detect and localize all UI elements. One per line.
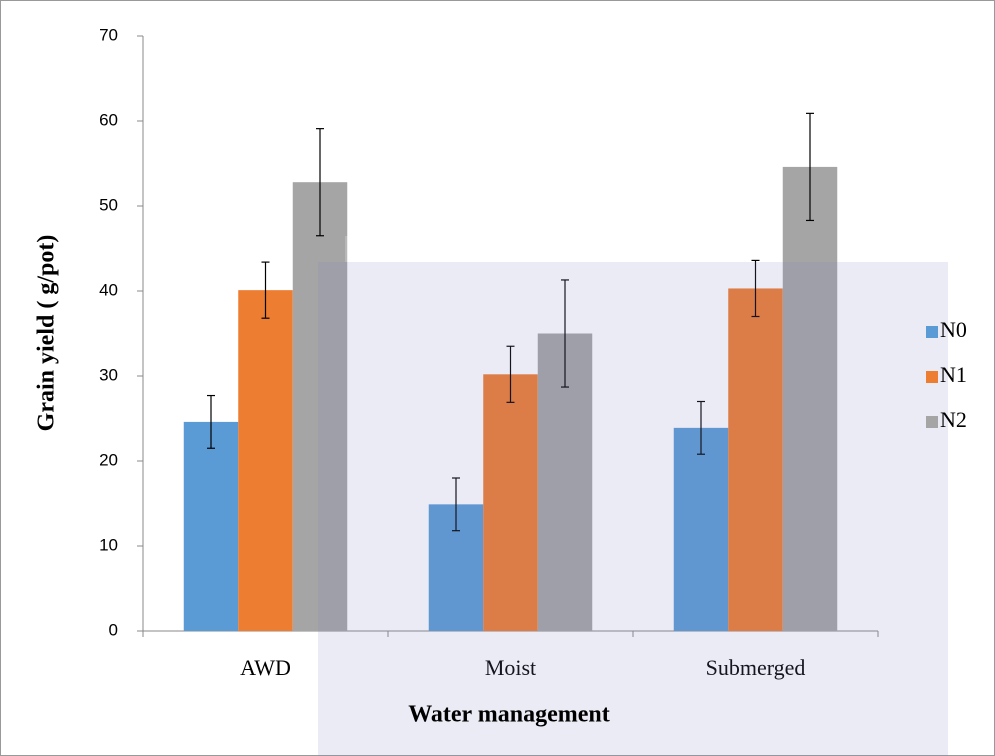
bar	[184, 422, 239, 631]
legend-swatch	[926, 416, 938, 428]
watermark	[318, 262, 948, 756]
y-tick-label: 20	[99, 450, 118, 469]
y-tick-label: 60	[99, 110, 118, 129]
watermark-edge	[345, 236, 455, 262]
y-tick-label: 10	[99, 535, 118, 554]
x-axis-title: Water management	[408, 702, 610, 728]
chart: 010203040506070AWDMoistSubmerged Water m…	[0, 0, 995, 756]
x-tick-label: AWD	[240, 655, 291, 680]
legend-label: N2	[940, 407, 967, 432]
y-tick-label: 40	[99, 280, 118, 299]
y-axis-title: Grain yield ( g/pot)	[34, 235, 60, 432]
bar	[238, 290, 293, 631]
legend-label: N1	[940, 362, 967, 387]
legend-label: N0	[940, 317, 967, 342]
y-tick-label: 70	[99, 25, 118, 44]
y-tick-label: 50	[99, 195, 118, 214]
legend-swatch	[926, 326, 938, 338]
legend-swatch	[926, 371, 938, 383]
y-tick-label: 30	[99, 365, 118, 384]
y-tick-label: 0	[109, 620, 118, 639]
